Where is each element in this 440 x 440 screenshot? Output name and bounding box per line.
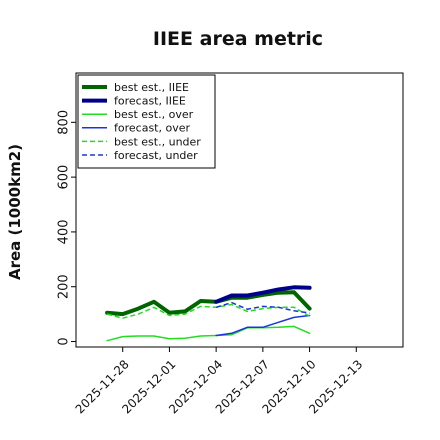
series-line	[106, 303, 310, 319]
legend-label: forecast, under	[114, 149, 198, 162]
series-line	[215, 314, 311, 337]
series-line	[214, 285, 312, 304]
chart-title: IIEE area metric	[153, 28, 323, 50]
y-axis: 0 200 400 600 800	[57, 110, 76, 346]
y-tick-label: 800	[57, 110, 72, 135]
legend-label: best est., over	[114, 108, 194, 121]
series-lines	[105, 285, 312, 342]
legend-label: best est., IIEE	[114, 81, 189, 94]
legend-label: best est., under	[114, 135, 201, 148]
y-axis-label: Area (1000km2)	[6, 144, 24, 280]
x-axis: 2025-11-282025-12-012025-12-042025-12-07…	[73, 347, 365, 416]
y-tick-label: 600	[57, 165, 72, 190]
legend-label: forecast, over	[114, 122, 190, 135]
series-line	[105, 290, 312, 317]
legend-label: forecast, IIEE	[114, 94, 186, 107]
series-line	[215, 301, 310, 314]
y-tick-label: 200	[57, 274, 72, 299]
legend-box	[77, 74, 216, 169]
y-tick-label: 400	[57, 220, 72, 245]
y-tick-label: 0	[57, 337, 72, 345]
series-line	[106, 325, 311, 342]
